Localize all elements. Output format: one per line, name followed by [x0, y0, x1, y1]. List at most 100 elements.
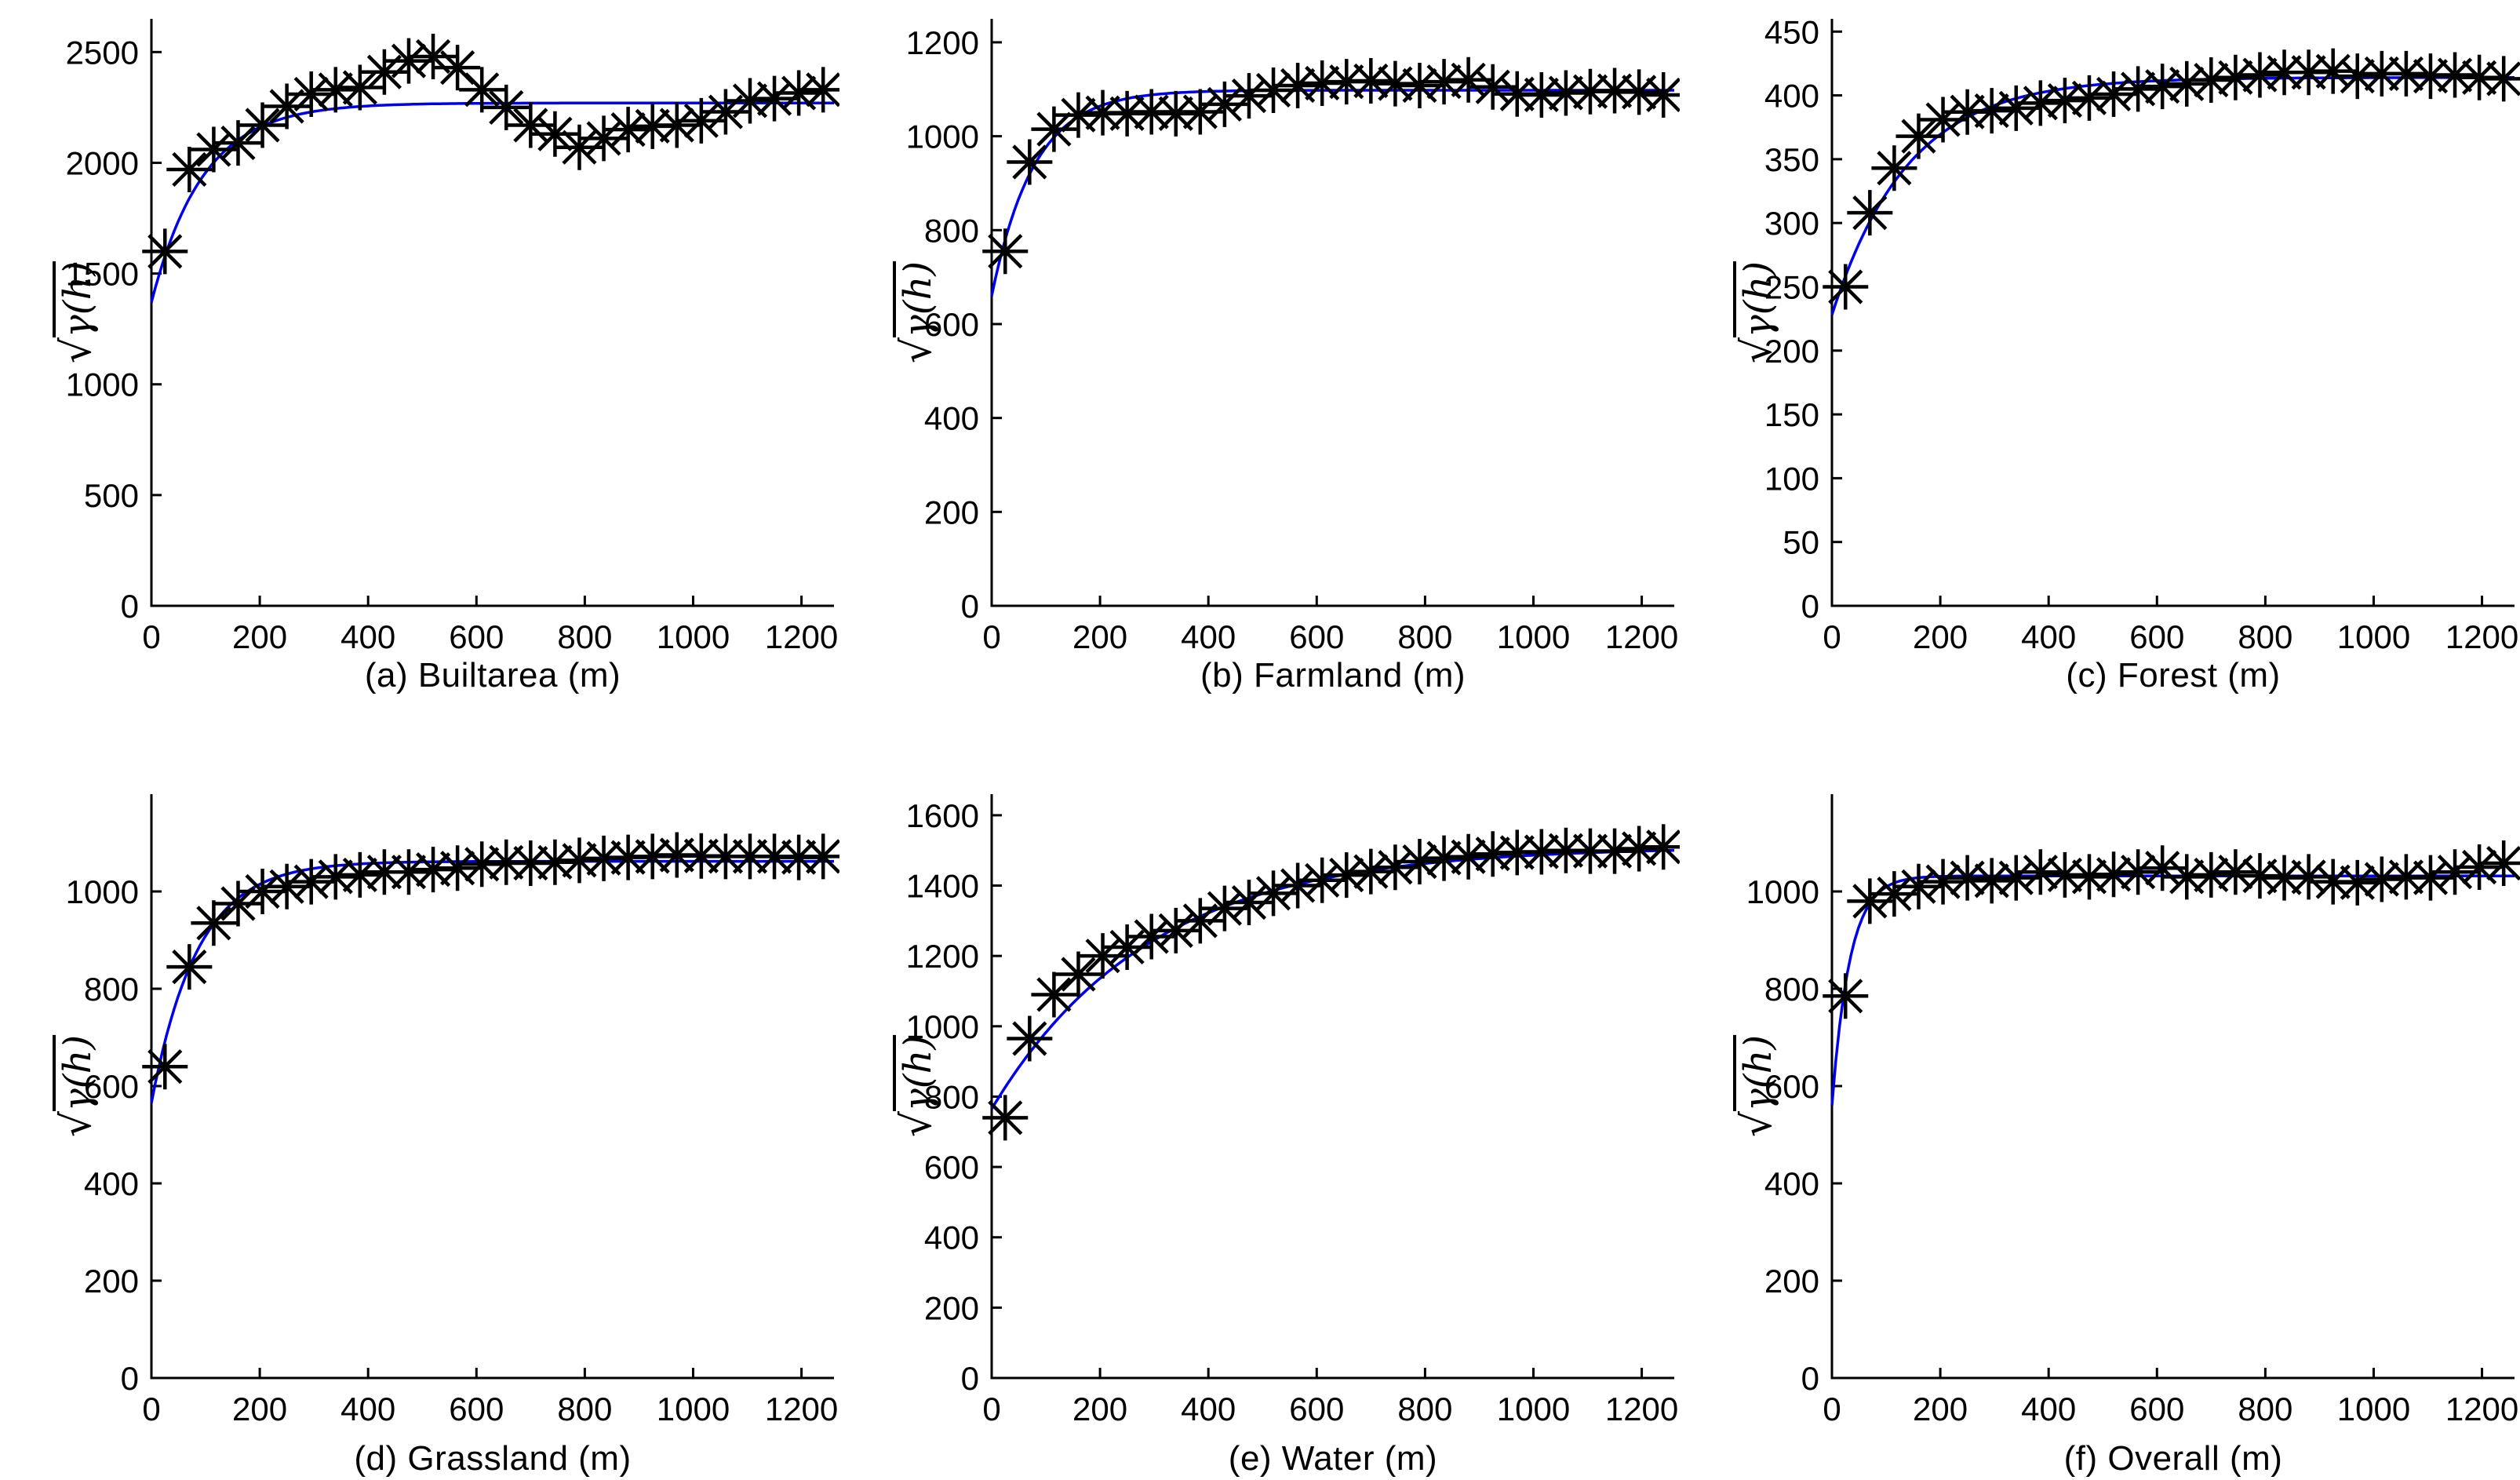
data-marker: [2041, 851, 2088, 898]
gamma-h-expression: γ(h): [1736, 1034, 1780, 1111]
sqrt-radical-glyph: √: [1734, 1110, 1781, 1138]
fit-line: [1830, 874, 2515, 1106]
x-tick-label: 600: [1289, 618, 1344, 655]
data-marker: [654, 102, 700, 148]
data-marker: [1055, 951, 1102, 997]
plot-water: 0 200 400 600 800 1000 1200 1400 1600 0 200 400 600 8…: [906, 794, 1680, 1427]
data-marker: [1397, 62, 1443, 108]
data-marker: [215, 120, 261, 166]
panel-grassland: 0 200 400 600 800 1000 0 200 400 600 800 1000 1200 √…: [0, 740, 839, 1480]
x-tick-label: 0: [1823, 618, 1841, 655]
x-tick-label: 600: [449, 618, 504, 655]
y-tick-label: 1000: [906, 118, 979, 155]
x-tick-label: 400: [1181, 1391, 1236, 1427]
x-tick-label: 200: [1072, 618, 1127, 655]
sqrt-radical-glyph: √: [53, 337, 100, 364]
panel-water: 0 200 400 600 800 1000 1200 1400 1600 0 200 400 600 8…: [840, 740, 1680, 1480]
y-tick-label: 200: [1764, 333, 1819, 370]
data-marker: [288, 858, 334, 905]
data-marker: [2334, 859, 2380, 906]
data-marker: [142, 228, 188, 275]
data-marker: [1225, 73, 1272, 119]
plot-farmland: 0 200 400 600 800 1000 1200 0 200 400 600 800 1000 12…: [906, 19, 1680, 655]
data-marker: [2091, 71, 2137, 117]
data-marker: [2188, 57, 2234, 104]
y-tick-label: 200: [924, 494, 979, 530]
data-marker: [1153, 90, 1199, 137]
data-marker: [166, 146, 213, 192]
data-marker: [727, 833, 773, 880]
x-tick-label: 200: [232, 618, 287, 655]
y-tick-label: 300: [1764, 205, 1819, 242]
y-tick-label: 600: [924, 1149, 979, 1186]
data-marker: [2432, 52, 2478, 98]
data-marker: [1397, 839, 1443, 885]
y-tick-label: 500: [84, 477, 139, 514]
y-tick-label: 1200: [906, 938, 979, 975]
data-marker: [1895, 863, 1942, 910]
data-marker: [264, 83, 310, 129]
data-marker: [239, 869, 286, 914]
y-tick-label: 2500: [66, 34, 139, 71]
axis-lines: [990, 19, 1674, 607]
data-marker: [142, 1044, 188, 1090]
x-tick-label: 400: [2021, 1391, 2076, 1427]
data-marker: [1968, 858, 2015, 904]
data-marker: [2017, 80, 2063, 126]
sqrt-radical-glyph: √: [894, 337, 941, 364]
data-marker: [385, 849, 432, 895]
data-marker: [459, 841, 505, 888]
x-tick-label: 800: [557, 1391, 612, 1427]
y-tick-label: 400: [924, 1219, 979, 1256]
x-tick-label: 800: [2238, 618, 2292, 655]
sqrt-radical-glyph: √: [1734, 337, 1781, 364]
y-tick-label: 1000: [66, 366, 139, 403]
data-marker: [1128, 89, 1174, 135]
x-tick-label: 1000: [2337, 618, 2410, 655]
x-tick-label: 0: [1823, 1391, 1841, 1427]
gamma-h-expression: γ(h): [896, 1034, 940, 1111]
y-axis-label: √γ(h): [894, 1035, 941, 1137]
axis-lines: [1830, 19, 2515, 607]
data-marker: [2212, 849, 2259, 895]
data-marker: [800, 833, 839, 880]
y-tick-label: 350: [1764, 141, 1819, 178]
gamma-h-expression: γ(h): [896, 261, 940, 337]
panel-caption: (b) Farmland (m): [1200, 656, 1466, 694]
data-marker: [2261, 49, 2307, 96]
y-axis-label: √γ(h): [1734, 1035, 1781, 1137]
x-tick-label: 1000: [2337, 1391, 2410, 1427]
y-tick-label: 400: [84, 1165, 139, 1202]
data-marker: [361, 49, 407, 95]
panel-caption: (f) Overall (m): [2063, 1439, 2283, 1478]
plot-grassland: 0 200 400 600 800 1000 0 200 400 600 800 1000 1200: [66, 794, 839, 1427]
data-marker: [2481, 840, 2520, 887]
y-tick-label: 400: [1764, 1165, 1819, 1202]
x-tick-label: 400: [1181, 618, 1236, 655]
data-marker: [288, 71, 334, 117]
data-marker: [2456, 844, 2503, 890]
data-marker: [532, 839, 578, 885]
data-marker: [2115, 849, 2161, 895]
data-marker: [1421, 59, 1467, 105]
data-marker: [532, 111, 578, 157]
data-marker: [776, 70, 822, 116]
x-tick-label: 1000: [657, 618, 730, 655]
data-marker: [800, 67, 839, 113]
data-marker: [2383, 50, 2429, 97]
data-marker: [1847, 190, 1893, 236]
y-axis-label: √γ(h): [53, 261, 100, 363]
x-tick-label: 800: [1397, 1391, 1452, 1427]
data-marker: [1372, 844, 1418, 891]
x-tick-label: 1000: [657, 1391, 730, 1427]
data-marker: [702, 89, 748, 135]
data-marker: [1944, 855, 1990, 901]
panel-builtarea: 0 500 1000 1500 2000 2500 0 200 400 600 800 1000 120…: [0, 0, 839, 740]
y-tick-label: 600: [84, 1068, 139, 1105]
y-tick-label: 1200: [906, 24, 979, 61]
data-marker: [2358, 50, 2405, 97]
data-marker: [215, 880, 261, 927]
data-marker: [727, 78, 773, 124]
data-marker: [2407, 855, 2453, 901]
data-marker: [459, 67, 505, 113]
